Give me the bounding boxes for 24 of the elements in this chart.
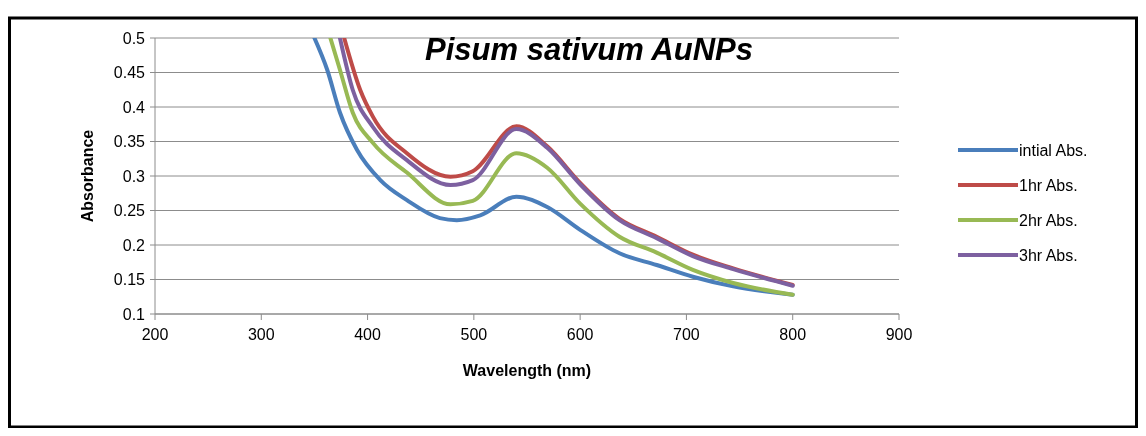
y-tick-label: 0.15 — [113, 271, 146, 289]
y-tick-label: 0.4 — [122, 98, 146, 116]
legend-label: 1hr Abs. — [1019, 176, 1078, 194]
x-axis-title: Wavelength (nm) — [462, 362, 592, 379]
x-tick-label: 700 — [673, 326, 700, 343]
x-tick-label: 900 — [885, 326, 913, 343]
y-tick-label: 0.35 — [113, 133, 146, 151]
legend-label: 2hr Abs. — [1019, 211, 1078, 229]
y-tick-label: 0.3 — [122, 167, 146, 185]
y-tick-label: 0.45 — [113, 64, 146, 82]
x-tick-label: 400 — [354, 326, 382, 343]
x-tick-label: 500 — [460, 326, 488, 343]
x-tick-label: 200 — [141, 326, 169, 343]
y-tick-label: 0.25 — [113, 202, 146, 220]
y-tick-label: 0.2 — [122, 236, 146, 254]
chart-title: Pisum sativum AuNPs — [425, 32, 753, 67]
x-tick-label: 800 — [779, 326, 807, 343]
legend-label: 3hr Abs. — [1019, 246, 1078, 264]
y-tick-label: 0.5 — [122, 29, 146, 47]
legend-label: intial Abs. — [1019, 141, 1088, 159]
x-tick-label: 300 — [247, 326, 275, 343]
y-axis-title: Absorbance — [79, 129, 96, 223]
y-tick-label: 0.1 — [122, 305, 146, 323]
x-tick-label: 600 — [566, 326, 594, 343]
